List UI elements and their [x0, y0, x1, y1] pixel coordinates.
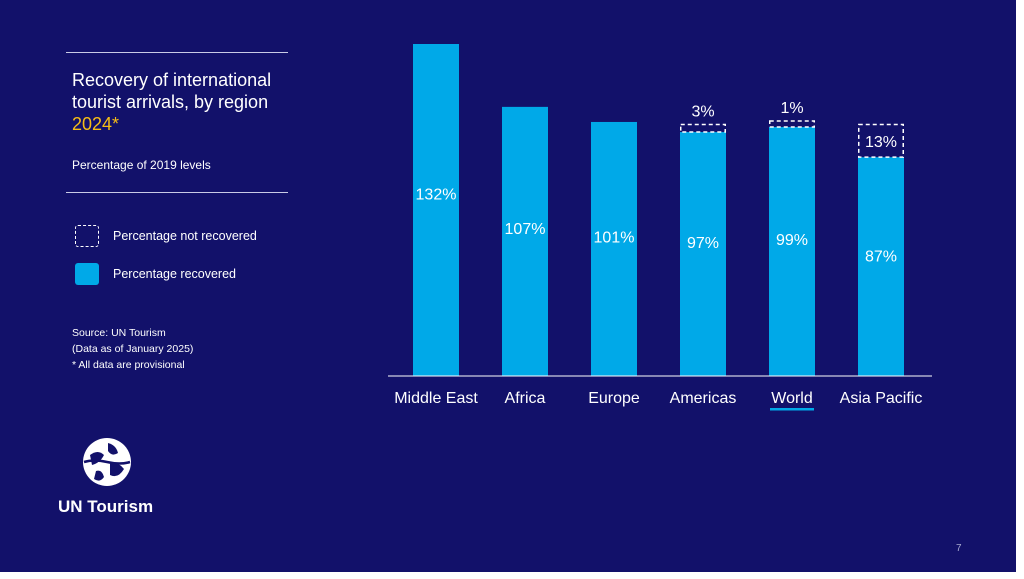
- top-divider: [66, 52, 288, 53]
- bar-recovered: [502, 106, 548, 376]
- un-tourism-logo: UN Tourism: [58, 435, 168, 520]
- bar-not-recovered: [769, 120, 815, 128]
- chart-title: Recovery of international tourist arriva…: [72, 69, 302, 135]
- legend-swatch-solid: [75, 263, 99, 285]
- legend-item-not-recovered: Percentage not recovered: [75, 224, 257, 248]
- bar-not-recovered: [858, 123, 904, 158]
- title-line-1: Recovery of international: [72, 70, 272, 90]
- bar-recovered: [858, 157, 904, 376]
- title-year: 2024*: [72, 114, 120, 134]
- source-note: Source: UN Tourism (Data as of January 2…: [72, 325, 193, 373]
- data-label-recovered: 97%: [687, 235, 719, 252]
- data-label-recovered: 99%: [776, 232, 808, 249]
- bar-recovered: [591, 121, 637, 376]
- legend-label-not-recovered: Percentage not recovered: [113, 229, 257, 243]
- bar-recovered: [413, 44, 459, 376]
- data-label-not-recovered: 13%: [865, 134, 897, 151]
- chart-subtitle: Percentage of 2019 levels: [72, 158, 211, 172]
- logo-text: UN Tourism: [58, 497, 154, 516]
- bottom-divider: [66, 192, 288, 193]
- data-label-recovered: 101%: [594, 229, 635, 246]
- source-line-2: (Data as of January 2025): [72, 343, 194, 355]
- data-label-recovered: 87%: [865, 249, 897, 266]
- bar-recovered: [769, 127, 815, 376]
- category-label: Europe: [588, 390, 640, 407]
- category-label: Asia Pacific: [840, 390, 923, 407]
- legend-label-recovered: Percentage recovered: [113, 267, 236, 281]
- data-label-recovered: 107%: [505, 221, 546, 238]
- category-label: Americas: [670, 390, 737, 407]
- category-label: Middle East: [394, 390, 478, 407]
- bar-recovered: [680, 132, 726, 376]
- category-label: World: [771, 390, 813, 407]
- title-line-2: tourist arrivals, by region: [72, 92, 269, 112]
- page-number: 7: [956, 543, 962, 554]
- legend-item-recovered: Percentage recovered: [75, 262, 236, 286]
- bar-not-recovered: [680, 123, 726, 133]
- globe-logo-icon: [83, 438, 131, 486]
- data-label-not-recovered: 1%: [780, 100, 803, 117]
- legend-swatch-dashed: [75, 225, 99, 247]
- bar-chart: 132% Middle East 107% Africa 101% Europe 97% 3%…: [388, 44, 932, 411]
- category-label: Africa: [505, 390, 546, 407]
- data-label-not-recovered: 3%: [691, 103, 714, 120]
- highlight-underline: [770, 408, 814, 411]
- data-label-recovered: 132%: [416, 186, 457, 203]
- source-line-3: * All data are provisional: [72, 359, 185, 371]
- source-line-1: Source: UN Tourism: [72, 327, 166, 339]
